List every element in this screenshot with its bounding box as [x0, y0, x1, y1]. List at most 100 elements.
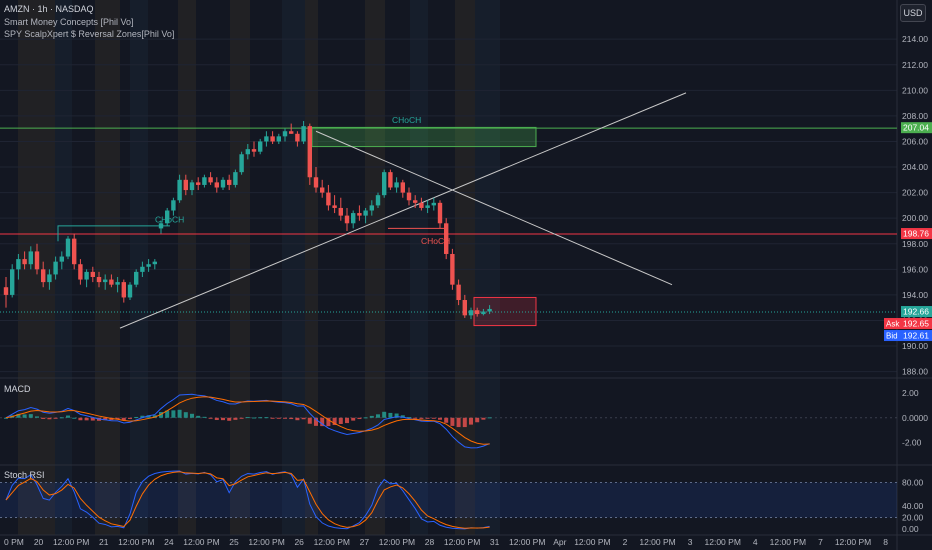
session-shade-band — [305, 0, 318, 535]
symbol-legend[interactable]: AMZN · 1h · NASDAQ — [4, 4, 94, 14]
macd-signal-line — [5, 396, 490, 445]
time-tick-label: 12:00 PM — [639, 537, 675, 547]
candle-body — [394, 182, 399, 188]
macd-histogram-bar — [90, 417, 95, 421]
macd-histogram-bar — [84, 417, 89, 421]
price-tick-label: 202.00 — [902, 188, 928, 198]
macd-histogram-bar — [208, 417, 213, 419]
candle-body — [450, 253, 455, 285]
macd-histogram-bar — [66, 415, 70, 418]
candle-body — [134, 271, 139, 285]
time-tick-label: 12:00 PM — [314, 537, 350, 547]
macd-histogram-bar — [382, 411, 387, 418]
indicator-legend-smc[interactable]: Smart Money Concepts [Phil Vo] — [4, 17, 134, 27]
time-tick-label: 4 — [753, 537, 758, 547]
macd-histogram-bar — [22, 414, 27, 418]
macd-histogram-bar — [345, 417, 349, 424]
time-tick-label: 27 — [360, 537, 370, 547]
session-shade-band — [130, 0, 148, 535]
time-tick-label: 12:00 PM — [53, 537, 89, 547]
price-tag-top-box — [901, 122, 932, 134]
candle-body — [140, 266, 145, 272]
macd-histogram-bar — [16, 413, 21, 418]
candle-body — [406, 192, 412, 201]
macd-pane-label: MACD — [4, 384, 31, 394]
macd-histogram-bar — [425, 417, 430, 419]
time-tick-label: 20 — [34, 537, 44, 547]
trendline-rising — [119, 92, 687, 329]
macd-tick-label: 0.0000 — [902, 413, 928, 423]
macd-histogram-bar — [47, 417, 52, 420]
candle-body — [468, 310, 474, 316]
price-tag-ask-box — [901, 318, 932, 330]
price-tick-label: 190.00 — [902, 341, 928, 351]
candle-body — [375, 195, 381, 206]
macd-histogram-bar — [301, 417, 306, 420]
price-tag-last: 192.66 — [903, 307, 929, 317]
price-tick-label: 188.00 — [902, 367, 928, 377]
macd-histogram-bar — [357, 417, 362, 420]
time-tick-label: 31 — [490, 537, 500, 547]
session-shade-band — [230, 0, 250, 535]
macd-histogram-bar — [177, 409, 182, 418]
candle-body — [47, 274, 52, 283]
macd-histogram-bar — [388, 412, 393, 418]
price-tag-top: 207.04 — [903, 123, 929, 133]
macd-histogram-bar — [140, 415, 145, 418]
macd-histogram-bar — [103, 417, 108, 421]
macd-histogram-bar — [121, 417, 126, 421]
candle-body — [363, 210, 368, 216]
trendline-falling — [315, 130, 673, 286]
candle-body — [351, 213, 356, 224]
price-tag-ask-prefix: Ask — [886, 320, 900, 329]
stoch-band — [0, 482, 897, 518]
macd-histogram-bar — [196, 415, 201, 418]
stoch-rsi-pane-label: Stoch RSI — [4, 470, 45, 480]
candle-body — [171, 200, 176, 211]
macd-histogram-bar — [183, 412, 188, 418]
candle-body — [16, 259, 21, 270]
candle-body — [189, 182, 195, 191]
candle-body — [400, 182, 405, 193]
stoch-tick-label: 0.00 — [902, 524, 919, 534]
macd-histogram-bar — [264, 417, 269, 419]
candle-body — [481, 311, 486, 315]
candle-body — [227, 179, 232, 185]
time-tick-label: 12:00 PM — [509, 537, 545, 547]
session-shade-band — [365, 0, 385, 535]
candle-body — [165, 210, 170, 224]
macd-tick-label: 2.00 — [902, 388, 919, 398]
macd-histogram-bar — [245, 417, 250, 419]
macd-line — [5, 393, 490, 449]
currency-button[interactable]: USD — [900, 4, 926, 22]
candle-body — [158, 223, 164, 229]
macd-histogram-bar — [159, 412, 163, 418]
price-tick-label: 194.00 — [902, 290, 928, 300]
time-tick-label: 21 — [99, 537, 109, 547]
candle-body — [72, 238, 77, 265]
candle-body — [475, 310, 480, 315]
indicator-legend-reversal[interactable]: SPY ScalpXpert $ Reversal Zones[Phil Vo] — [4, 29, 175, 39]
candle-body — [431, 202, 436, 206]
candle-body — [84, 271, 89, 280]
macd-histogram-bar — [283, 417, 287, 419]
candle-body — [233, 172, 238, 185]
macd-histogram-bar — [28, 414, 33, 418]
time-tick-label: 25 — [229, 537, 239, 547]
candle-body — [251, 149, 257, 152]
candle-body — [220, 179, 226, 188]
candle-body — [127, 284, 133, 298]
price-tag-bid-prefix-box — [884, 330, 901, 342]
macd-histogram-bar — [469, 417, 473, 425]
time-tick-label: 12:00 PM — [770, 537, 806, 547]
choch-label-right: CHoCH — [421, 236, 450, 246]
macd-histogram-bar — [146, 415, 151, 418]
stoch-d-line — [5, 471, 490, 529]
candle-body — [301, 126, 306, 142]
price-tag-bid-prefix: Bid — [886, 332, 898, 341]
macd-histogram-bar — [4, 417, 8, 419]
candle-body — [276, 136, 281, 142]
time-tick-label: 12:00 PM — [379, 537, 415, 547]
price-tick-label: 200.00 — [902, 213, 928, 223]
